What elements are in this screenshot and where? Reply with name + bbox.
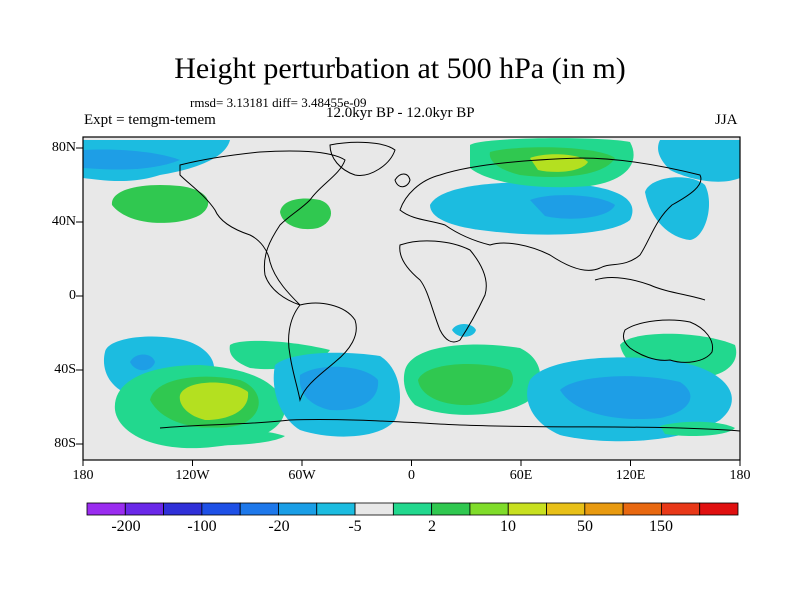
contour-pos-antarctic	[165, 427, 285, 446]
lat-label-80s: 80S	[54, 436, 76, 451]
colorbar-box	[392, 502, 433, 516]
colorbar-label-8: 150	[649, 518, 673, 535]
contour-pos-southindian-core	[418, 364, 514, 406]
lon-label-180w: 180	[72, 468, 94, 483]
colorbar-label-2: -100	[187, 518, 217, 535]
lon-label-120w: 120W	[175, 468, 210, 483]
coastlines	[159, 141, 741, 432]
coast-africa	[399, 240, 487, 343]
colorbar-box	[546, 502, 586, 516]
colorbar-label-6: 10	[500, 518, 516, 535]
coast-eurasia	[399, 157, 702, 271]
colorbar-box	[239, 502, 279, 516]
coast-antarctica	[159, 418, 741, 432]
contour-neg-nepacific	[658, 140, 740, 182]
colorbar-box	[163, 502, 203, 516]
colorbar-box	[661, 502, 701, 516]
season-label: JJA	[715, 112, 738, 128]
colorbar-box	[507, 502, 547, 516]
contour-neg-japan	[645, 177, 710, 240]
lon-label-0: 0	[408, 468, 415, 483]
contour-neg-southocean-core	[560, 376, 691, 420]
contour-neg-safrica	[452, 324, 476, 337]
contour-pos-atlantic	[280, 198, 332, 230]
coast-north-america	[179, 150, 346, 306]
contour-neg-eurasia	[430, 182, 633, 235]
colorbar-label-3: -20	[268, 518, 290, 535]
colorbar-label-5: 2	[428, 518, 436, 535]
contour-neg-eurasia-core	[530, 195, 615, 219]
coast-uk	[394, 173, 411, 188]
colorbar-box	[316, 502, 356, 516]
lat-label-80n: 80N	[51, 140, 76, 155]
colorbar	[86, 502, 739, 516]
colorbar-box	[622, 502, 662, 516]
colorbar-box	[124, 502, 164, 516]
coast-indonesia	[594, 277, 706, 301]
colorbar-label-1: -200	[111, 518, 141, 535]
chart-title: Height perturbation at 500 hPa (in m)	[174, 52, 626, 85]
lon-label-60e: 60E	[509, 468, 533, 483]
stats-label: rmsd= 3.13181 diff= 3.48455e-09	[190, 95, 367, 110]
lat-label-0: 0	[69, 288, 76, 303]
coast-greenland	[329, 141, 396, 176]
lon-label-180e: 180	[729, 468, 751, 483]
lon-ticks	[82, 460, 741, 466]
experiment-label: Expt = temgm-temem	[84, 112, 216, 128]
contour-pos-npacific	[111, 184, 209, 223]
colorbar-box	[469, 502, 509, 516]
colorbar-box	[201, 502, 241, 516]
colorbar-box	[86, 502, 126, 516]
contour-field	[83, 138, 740, 449]
coast-south-america	[288, 302, 357, 402]
lat-label-40n: 40N	[51, 214, 76, 229]
lon-label-60w: 60W	[288, 468, 316, 483]
contour-neg-arctic-west-core	[83, 149, 180, 170]
colorbar-box	[699, 502, 739, 516]
lat-label-40s: 40S	[54, 362, 76, 377]
colorbar-label-4: -5	[348, 518, 362, 535]
lon-label-120e: 120E	[615, 468, 646, 483]
contour-neg-southatlantic-core	[299, 366, 379, 411]
colorbar-box	[431, 502, 471, 516]
lat-ticks	[76, 147, 83, 445]
colorbar-box	[354, 502, 394, 516]
colorbar-box	[584, 502, 624, 516]
colorbar-box	[278, 502, 318, 516]
period-label: 12.0kyr BP - 12.0kyr BP	[326, 105, 475, 121]
colorbar-label-7: 50	[577, 518, 593, 535]
contour-neg-southpacific-core	[130, 354, 155, 371]
contour-pos-south-core	[179, 382, 249, 420]
coast-australia	[622, 319, 714, 363]
